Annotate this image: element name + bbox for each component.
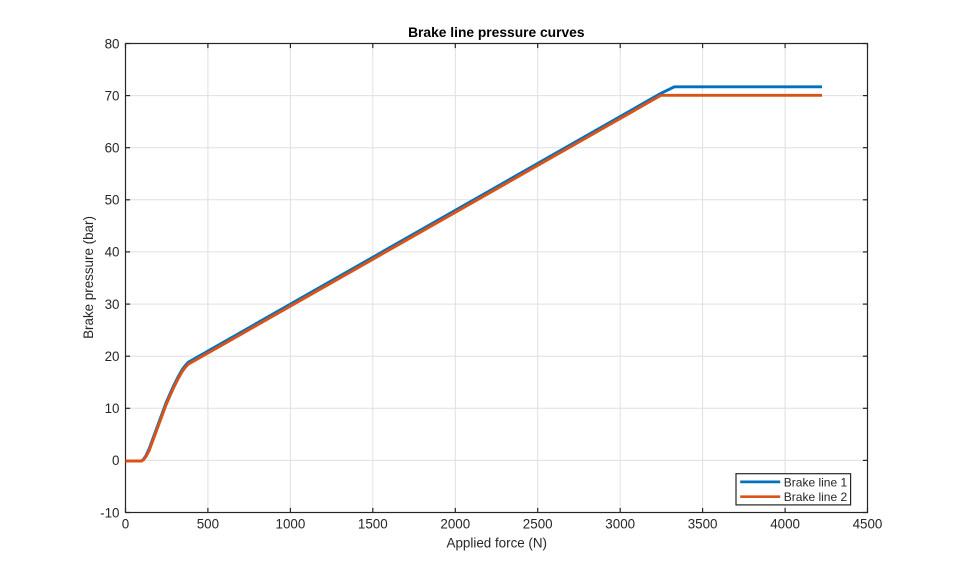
svg-text:4500: 4500 bbox=[853, 517, 883, 532]
svg-text:80: 80 bbox=[105, 36, 120, 51]
svg-text:0: 0 bbox=[112, 453, 119, 468]
svg-text:60: 60 bbox=[105, 141, 120, 156]
svg-text:10: 10 bbox=[105, 401, 120, 416]
svg-text:2500: 2500 bbox=[523, 517, 553, 532]
svg-text:40: 40 bbox=[105, 245, 120, 260]
svg-text:Brake line pressure curves: Brake line pressure curves bbox=[408, 25, 585, 40]
svg-text:1000: 1000 bbox=[276, 517, 306, 532]
svg-text:50: 50 bbox=[105, 193, 120, 208]
svg-text:3000: 3000 bbox=[605, 517, 635, 532]
svg-text:70: 70 bbox=[105, 88, 120, 103]
svg-text:Applied force (N): Applied force (N) bbox=[447, 536, 547, 551]
svg-text:Brake line 2: Brake line 2 bbox=[784, 490, 848, 504]
svg-text:3500: 3500 bbox=[688, 517, 718, 532]
svg-text:1500: 1500 bbox=[358, 517, 388, 532]
svg-text:2000: 2000 bbox=[440, 517, 470, 532]
svg-text:500: 500 bbox=[197, 517, 219, 532]
svg-text:Brake pressure (bar): Brake pressure (bar) bbox=[81, 216, 96, 339]
svg-text:20: 20 bbox=[105, 349, 120, 364]
svg-text:0: 0 bbox=[122, 517, 129, 532]
svg-text:-10: -10 bbox=[100, 505, 119, 520]
svg-text:Brake line 1: Brake line 1 bbox=[784, 475, 848, 489]
svg-text:30: 30 bbox=[105, 297, 120, 312]
svg-text:4000: 4000 bbox=[770, 517, 800, 532]
